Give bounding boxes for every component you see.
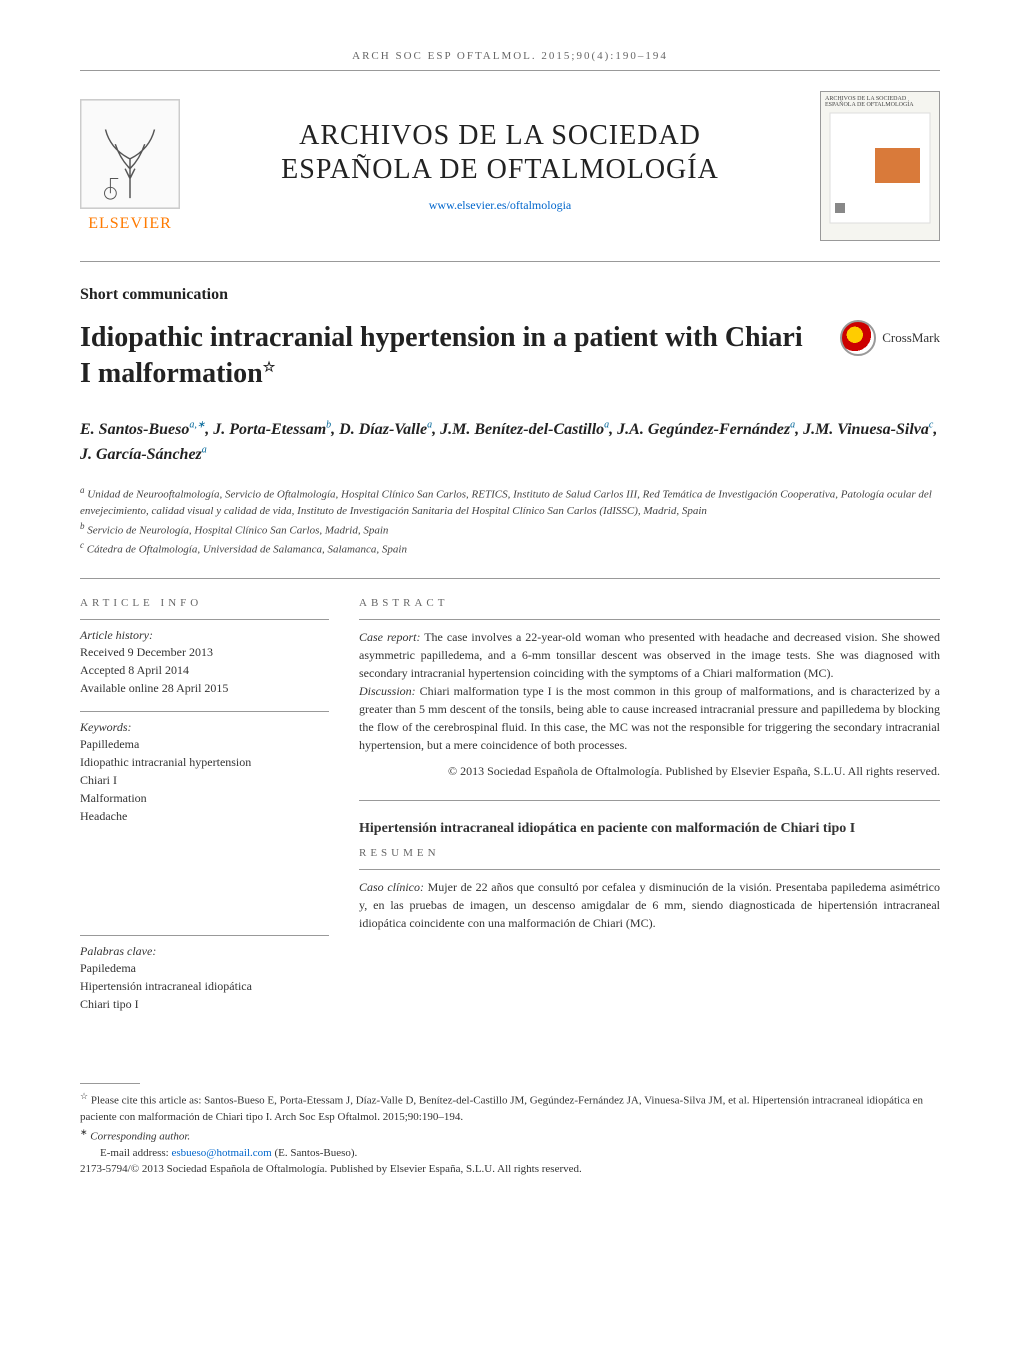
- email-label: E-mail address:: [100, 1147, 171, 1159]
- crossmark-label: CrossMark: [882, 330, 940, 346]
- affiliation-b: b Servicio de Neurología, Hospital Clíni…: [80, 520, 940, 539]
- cite-note-text: Please cite this article as: Santos-Bues…: [80, 1095, 923, 1124]
- title-text: Idiopathic intracranial hypertension in …: [80, 322, 803, 389]
- footnotes: ☆ Please cite this article as: Santos-Bu…: [80, 1073, 940, 1178]
- abstract-column: ABSTRACT Case report: The case involves …: [359, 597, 940, 1013]
- keyword-4: Headache: [80, 807, 329, 825]
- palabra-1: Hipertensión intracraneal idiopática: [80, 977, 329, 995]
- article-info-column: ARTICLE INFO Article history: Received 9…: [80, 597, 329, 1013]
- caso-text: Mujer de 22 años que consultó por cefale…: [359, 880, 940, 930]
- history-label: Article history:: [80, 628, 329, 643]
- journal-title-block: ARCHIVOS DE LA SOCIEDAD ESPAÑOLA DE OFTA…: [180, 119, 820, 213]
- corr-label: Corresponding author.: [88, 1130, 191, 1142]
- affiliations: a Unidad de Neurooftalmología, Servicio …: [80, 484, 940, 558]
- affiliation-a: a Unidad de Neurooftalmología, Servicio …: [80, 484, 940, 520]
- cover-text: ARCHIVOS DE LA SOCIEDAD ESPAÑOLA DE OFTA…: [825, 96, 935, 108]
- journal-title-line2: ESPAÑOLA DE OFTALMOLOGÍA: [180, 153, 820, 187]
- authors-list: E. Santos-Buesoa,∗, J. Porta-Etessamb, D…: [80, 417, 940, 468]
- info-abstract-row: ARTICLE INFO Article history: Received 9…: [80, 578, 940, 1013]
- affiliation-a-text: Unidad de Neurooftalmología, Servicio de…: [80, 489, 932, 518]
- palabras-rule: [80, 935, 329, 936]
- info-rule-1: [80, 619, 329, 620]
- resumen-caso: Caso clínico: Mujer de 22 años que consu…: [359, 878, 940, 932]
- caso-label: Caso clínico:: [359, 880, 424, 894]
- corr-author-note: ∗ Corresponding author.: [80, 1126, 940, 1145]
- keyword-2: Chiari I: [80, 771, 329, 789]
- crossmark-icon: [840, 320, 876, 356]
- info-rule-2: [80, 711, 329, 712]
- publisher-name: ELSEVIER: [88, 215, 172, 233]
- journal-cover-thumbnail: ARCHIVOS DE LA SOCIEDAD ESPAÑOLA DE OFTA…: [820, 91, 940, 241]
- article-title: Idiopathic intracranial hypertension in …: [80, 320, 840, 393]
- palabras-block: Palabras clave: Papiledema Hipertensión …: [80, 935, 329, 1013]
- article-info-heading: ARTICLE INFO: [80, 597, 329, 609]
- masthead-rule: [80, 261, 940, 262]
- abstract-rule-1: [359, 619, 940, 620]
- resumen-rule-2: [359, 869, 940, 870]
- abstract-case: Case report: The case involves a 22-year…: [359, 628, 940, 682]
- history-received: Received 9 December 2013: [80, 643, 329, 661]
- header-rule: [80, 70, 940, 71]
- author-5: , J.A. Gegúndez-Fernández: [609, 421, 790, 438]
- footnote-short-rule: [80, 1083, 140, 1084]
- resumen-heading: RESUMEN: [359, 847, 940, 859]
- palabra-0: Papiledema: [80, 959, 329, 977]
- article-section-type: Short communication: [80, 286, 940, 304]
- issn-copyright-line: 2173-5794/© 2013 Sociedad Española de Of…: [80, 1161, 940, 1178]
- history-accepted: Accepted 8 April 2014: [80, 661, 329, 679]
- resumen-title: Hipertensión intracraneal idiopática en …: [359, 821, 940, 837]
- cover-graphic-icon: [825, 108, 935, 228]
- journal-title-line1: ARCHIVOS DE LA SOCIEDAD: [180, 119, 820, 153]
- keyword-1: Idiopathic intracranial hypertension: [80, 753, 329, 771]
- email-author: (E. Santos-Bueso).: [272, 1147, 358, 1159]
- masthead: ELSEVIER ARCHIVOS DE LA SOCIEDAD ESPAÑOL…: [80, 91, 940, 241]
- palabras-label: Palabras clave:: [80, 944, 329, 959]
- affiliation-b-text: Servicio de Neurología, Hospital Clínico…: [87, 524, 388, 536]
- affiliation-c-text: Cátedra de Oftalmología, Universidad de …: [87, 543, 407, 555]
- crossmark-badge[interactable]: CrossMark: [840, 320, 940, 356]
- keywords-label: Keywords:: [80, 720, 329, 735]
- history-available: Available online 28 April 2015: [80, 679, 329, 697]
- resumen-rule-top: [359, 800, 940, 801]
- abstract-copyright: © 2013 Sociedad Española de Oftalmología…: [359, 762, 940, 780]
- discussion-label: Discussion:: [359, 684, 416, 698]
- affiliation-c: c Cátedra de Oftalmología, Universidad d…: [80, 539, 940, 558]
- keyword-3: Malformation: [80, 789, 329, 807]
- author-7-sup: a: [202, 445, 207, 456]
- author-6: , J.M. Vinuesa-Silva: [795, 421, 929, 438]
- title-row: Idiopathic intracranial hypertension in …: [80, 320, 940, 393]
- author-4: , J.M. Benítez-del-Castillo: [432, 421, 604, 438]
- cite-note: ☆ Please cite this article as: Santos-Bu…: [80, 1090, 940, 1126]
- author-1-sup: a,∗: [189, 419, 205, 430]
- email-line: E-mail address: esbueso@hotmail.com (E. …: [80, 1145, 940, 1162]
- author-1: E. Santos-Bueso: [80, 421, 189, 438]
- case-label: Case report:: [359, 630, 421, 644]
- corr-email-link[interactable]: esbueso@hotmail.com: [171, 1147, 271, 1159]
- header-citation: ARCH SOC ESP OFTALMOL. 2015;90(4):190–19…: [80, 50, 940, 62]
- cite-note-mark: ☆: [80, 1091, 88, 1101]
- palabra-2: Chiari tipo I: [80, 995, 329, 1013]
- keywords-block: Keywords: Papilledema Idiopathic intracr…: [80, 720, 329, 825]
- keyword-0: Papilledema: [80, 735, 329, 753]
- case-text: The case involves a 22-year-old woman wh…: [359, 630, 940, 680]
- author-2: , J. Porta-Etessam: [205, 421, 326, 438]
- title-footnote-mark: ☆: [263, 361, 276, 376]
- elsevier-tree-icon: [80, 99, 180, 209]
- abstract-discussion: Discussion: Chiari malformation type I i…: [359, 682, 940, 754]
- abstract-heading: ABSTRACT: [359, 597, 940, 609]
- corr-mark: ∗: [80, 1127, 88, 1137]
- discussion-text: Chiari malformation type I is the most c…: [359, 684, 940, 752]
- journal-url-link[interactable]: www.elsevier.es/oftalmologia: [180, 198, 820, 213]
- publisher-logo-block: ELSEVIER: [80, 99, 180, 233]
- author-3: , D. Díaz-Valle: [331, 421, 427, 438]
